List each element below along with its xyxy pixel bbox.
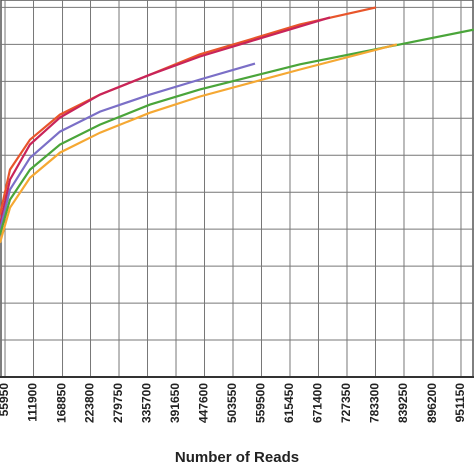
x-tick-label: 615450 [282,383,296,423]
x-tick-label: 111900 [26,383,40,422]
x-tick-label: 55950 [0,383,11,417]
x-axis-title: Number of Reads [175,449,299,466]
x-tick-label: 279750 [111,383,125,423]
x-tick-label: 391650 [168,383,182,423]
x-tick-label: 335700 [140,383,154,423]
x-tick-label: 783300 [368,383,382,423]
x-tick-label: 559500 [254,383,268,423]
x-tick-label: 671400 [311,383,325,423]
series-line [0,62,256,231]
x-tick-label: 951150 [453,383,467,423]
plot-area [0,0,474,378]
series-line [0,28,474,236]
x-tick-label: 896200 [425,383,439,423]
x-tick-label: 503550 [225,383,239,423]
series-line [0,43,398,244]
x-tick-label: 223800 [83,383,97,423]
x-tick-label: 839250 [396,383,410,423]
series-line [0,16,331,225]
x-tick-label: 727350 [339,383,353,423]
x-tick-label: 447600 [197,383,211,423]
x-tick-label: 168850 [55,383,69,423]
